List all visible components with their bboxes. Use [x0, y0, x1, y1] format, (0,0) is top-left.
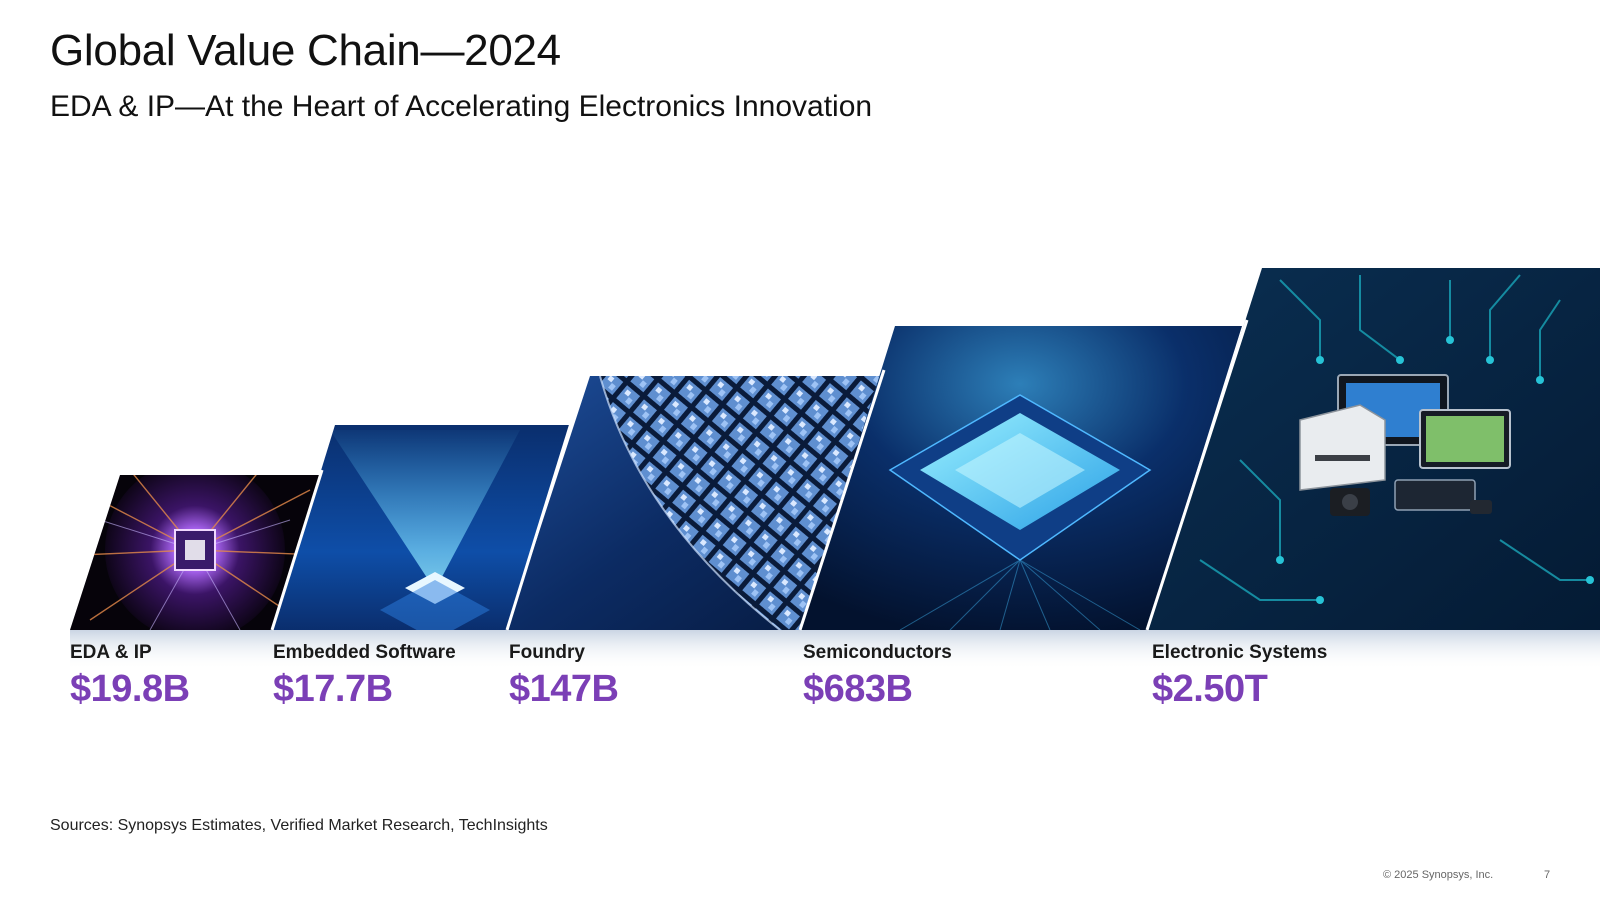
copyright-notice: © 2025 Synopsys, Inc.: [1383, 869, 1494, 881]
segment-value-electronic-systems: $2.50T: [1152, 668, 1268, 710]
panel-dividers: [270, 319, 1249, 631]
segment-label-embedded-software: Embedded Software: [273, 642, 456, 663]
slide-title: Global Value Chain—2024: [50, 26, 561, 75]
segment-value-eda-ip: $19.8B: [70, 668, 190, 710]
segment-value-embedded-software: $17.7B: [273, 668, 393, 710]
sources-note: Sources: Synopsys Estimates, Verified Ma…: [50, 817, 548, 834]
segment-label-eda-ip: EDA & IP: [70, 642, 152, 663]
segment-value-foundry: $147B: [509, 668, 619, 710]
slide-subtitle: EDA & IP—At the Heart of Accelerating El…: [50, 90, 873, 123]
electronic-systems-image: [1147, 268, 1600, 630]
floor-reflection: [70, 630, 1600, 670]
segment-label-foundry: Foundry: [509, 642, 585, 663]
segment-label-semiconductors: Semiconductors: [803, 642, 952, 663]
segment-label-electronic-systems: Electronic Systems: [1152, 642, 1328, 663]
page-number: 7: [1544, 869, 1551, 881]
segment-value-semiconductors: $683B: [803, 668, 913, 710]
eda-ip-image: [70, 475, 320, 630]
